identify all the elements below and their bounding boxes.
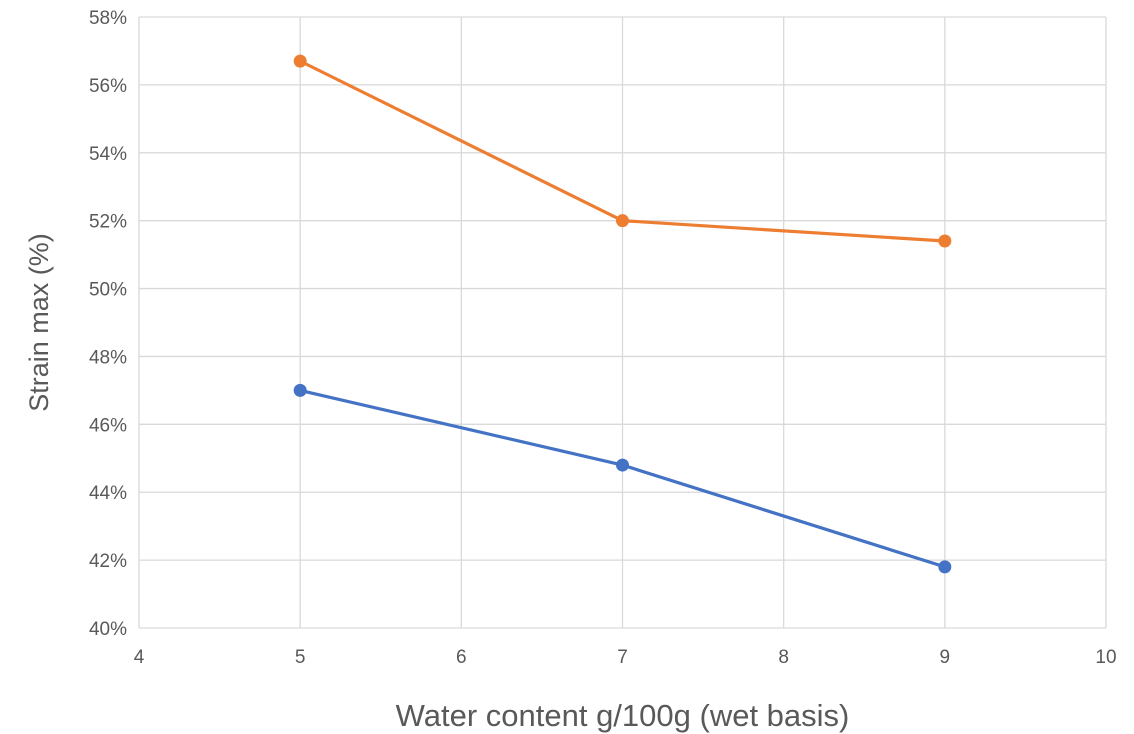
y-tick-label: 40%: [89, 619, 127, 640]
series-group: [293, 54, 952, 574]
x-tick-label: 6: [456, 647, 467, 668]
y-tick-label: 44%: [89, 483, 127, 504]
x-axis-ticks: 4 5 6 7 8 9 10: [134, 647, 1117, 668]
series-1: [293, 383, 952, 574]
data-point: [293, 383, 307, 397]
y-axis-title: Strain max (%): [24, 233, 54, 412]
x-tick-label: 9: [940, 647, 951, 668]
y-tick-label: 50%: [89, 280, 127, 301]
y-tick-label: 46%: [89, 415, 127, 436]
data-point: [616, 214, 629, 228]
y-tick-label: 54%: [89, 144, 127, 165]
y-tick-label: 56%: [89, 76, 127, 97]
series-0: [293, 54, 952, 248]
x-tick-label: 7: [617, 647, 628, 668]
x-tick-label: 5: [295, 647, 306, 668]
data-point: [938, 234, 952, 248]
y-tick-label: 52%: [89, 212, 127, 233]
data-point: [293, 54, 307, 68]
y-tick-label: 48%: [89, 347, 127, 368]
y-axis-ticks: 40% 42% 44% 46% 48% 50% 52% 54% 56% 58%: [89, 8, 127, 640]
data-point: [616, 458, 629, 472]
y-tick-label: 42%: [89, 551, 127, 572]
x-tick-label: 8: [778, 647, 789, 668]
data-point: [938, 560, 952, 574]
x-axis-title: Water content g/100g (wet basis): [396, 698, 850, 733]
x-tick-label: 10: [1095, 647, 1116, 668]
gridlines: [138, 16, 1107, 629]
x-tick-label: 4: [134, 647, 145, 668]
y-tick-label: 58%: [89, 8, 127, 29]
